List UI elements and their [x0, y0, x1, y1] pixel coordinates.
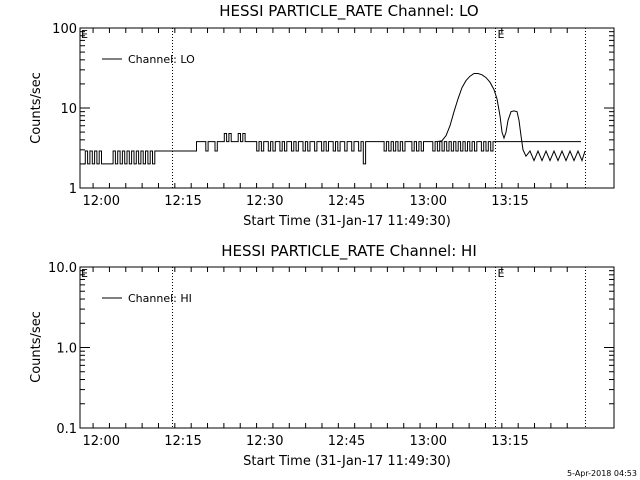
x-tick-label: 12:00: [83, 194, 120, 209]
y-axis-label-hi: Counts/sec: [29, 311, 44, 383]
chart-title-lo: HESSI PARTICLE_RATE Channel: LO: [219, 2, 478, 21]
x-tick-label: 12:45: [328, 434, 365, 449]
event-marker-label: E: [81, 267, 88, 280]
x-tick-label: 12:15: [164, 434, 201, 449]
x-axis-label-hi: Start Time (31-Jan-17 11:49:30): [243, 454, 451, 469]
y-tick-label: 1: [69, 182, 77, 197]
x-axis-label-lo: Start Time (31-Jan-17 11:49:30): [243, 214, 451, 229]
series-line-lo: [83, 133, 581, 165]
x-tick-label: 12:00: [83, 434, 120, 449]
event-marker-label: E: [498, 28, 505, 41]
x-tick-label: 13:00: [410, 434, 447, 449]
event-marker-label: E: [81, 28, 88, 41]
plot-frame-lo: [79, 27, 615, 189]
panel-hi: HESSI PARTICLE_RATE Channel: HI 0.1 1.0 10…: [29, 242, 615, 469]
y-tick-label: 0.1: [56, 422, 77, 437]
x-tick-label: 12:30: [246, 434, 283, 449]
series-line-lo-flare: [436, 73, 586, 163]
x-tick-label: 12:30: [246, 194, 283, 209]
y-tick-label: 10: [60, 102, 77, 117]
y-tick-label: 10.0: [48, 261, 77, 276]
x-tick-label: 12:15: [164, 194, 201, 209]
y-tick-label: 100: [52, 22, 77, 37]
x-tick-label: 13:15: [491, 434, 528, 449]
y-tick-label: 1.0: [56, 342, 77, 357]
footer-timestamp: 5-Apr-2018 04:53: [567, 469, 637, 478]
x-tick-label: 13:00: [410, 194, 447, 209]
x-tick-label: 12:45: [328, 194, 365, 209]
y-axis-label-lo: Counts/sec: [29, 72, 44, 144]
chart-title-hi: HESSI PARTICLE_RATE Channel: HI: [221, 242, 477, 261]
event-marker-label: E: [498, 267, 505, 280]
panel-lo: HESSI PARTICLE_RATE Channel: LO 1 10 100 1…: [29, 2, 615, 229]
legend-label-lo: Channel: LO: [128, 53, 195, 66]
x-tick-label: 13:15: [491, 194, 528, 209]
legend-label-hi: Channel: HI: [128, 292, 192, 305]
